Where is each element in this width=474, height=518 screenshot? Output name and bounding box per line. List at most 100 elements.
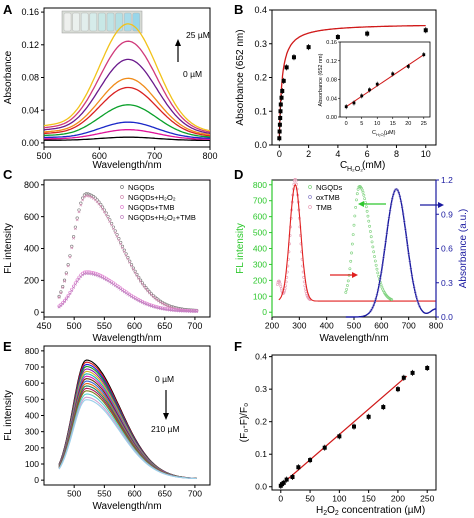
- x-tick-label: 650: [157, 321, 172, 331]
- y-right-tick-label: 0.0: [441, 312, 453, 322]
- data-point: [70, 289, 74, 293]
- data-point: [79, 201, 83, 205]
- oxtmb-point: [397, 191, 401, 194]
- oxtmb-point: [403, 220, 406, 223]
- data-point: [81, 196, 85, 200]
- data-point: [121, 246, 124, 250]
- x-tick-label: 250: [420, 494, 434, 504]
- oxtmb-point: [374, 297, 378, 301]
- panel-label: A: [3, 2, 13, 17]
- tmb-point: [294, 179, 298, 183]
- legend-entry: NGQDs: [316, 183, 343, 192]
- inset-x-axis-title-sub: H₂O₂: [376, 132, 386, 137]
- x-tick-label: 600: [127, 321, 142, 331]
- legend-marker: [120, 205, 124, 209]
- ngqds-point: [348, 267, 352, 271]
- oxtmb-point: [369, 310, 372, 313]
- data-point: [119, 287, 123, 291]
- data-point: [381, 405, 386, 410]
- data-point: [61, 286, 65, 290]
- inset-y-tick-label: 0.16: [326, 40, 337, 46]
- ngqds-point: [351, 233, 355, 237]
- data-point: [140, 301, 144, 305]
- data-point: [101, 207, 104, 211]
- y-tick-label: 0.12: [21, 40, 39, 50]
- x-axis-title-part: O: [327, 505, 335, 516]
- x-tick-label: 8: [394, 149, 399, 159]
- legend-marker: [120, 195, 124, 199]
- spectrum-line: [43, 23, 211, 132]
- oxtmb-point: [383, 248, 386, 251]
- data-point: [166, 303, 170, 307]
- data-point: [160, 301, 164, 305]
- ngqds-point: [377, 274, 381, 278]
- inset-x-axis-title: C: [372, 130, 376, 136]
- data-point: [135, 274, 139, 278]
- data-point: [365, 31, 370, 36]
- data-point: [83, 195, 86, 199]
- oxtmb-point: [387, 216, 391, 219]
- panel-e: E 500 550 600 650 700 0 100 200 300 400 500 600 700 80…: [3, 339, 211, 512]
- data-point: [90, 195, 94, 199]
- spectrum-line: [43, 40, 211, 133]
- y-tick-label: 0.0: [254, 140, 267, 150]
- oxtmb-absorbance-line: [345, 188, 437, 318]
- ngqds-point: [364, 205, 368, 209]
- fit-line: [280, 375, 408, 486]
- inset-x-tick-label: 5: [360, 121, 363, 127]
- data-point: [72, 286, 75, 289]
- data-point: [115, 234, 119, 238]
- y-right-axis-title: Absorbance (a.u.): [458, 209, 469, 289]
- data-point: [128, 261, 132, 264]
- inset-y-tick-label: 0.00: [326, 115, 337, 121]
- y-tick-label: 200: [25, 443, 39, 453]
- data-point: [119, 242, 123, 246]
- legend-entry: oxTMB: [316, 193, 340, 202]
- legend-marker: [308, 195, 312, 199]
- inset-x-tick-label: 0: [345, 121, 348, 127]
- data-point: [64, 297, 68, 301]
- data-point: [281, 78, 286, 83]
- oxtmb-point: [373, 301, 377, 304]
- oxtmb-point: [411, 280, 415, 283]
- data-point: [70, 246, 74, 250]
- data-point: [133, 297, 137, 301]
- data-point: [106, 279, 110, 283]
- data-point: [110, 281, 114, 285]
- plot-frame: [271, 354, 437, 491]
- ngqds-point: [346, 284, 349, 287]
- y-right-tick-label: 1.2: [441, 175, 453, 185]
- x-tick-label: 500: [67, 489, 81, 499]
- y-axis-title: Absorbance: [3, 50, 14, 104]
- data-point: [77, 277, 81, 281]
- y-tick-label: 300: [253, 259, 267, 269]
- x-tick-label: 600: [374, 321, 388, 331]
- oxtmb-point: [416, 299, 419, 302]
- oxtmb-point: [401, 212, 405, 216]
- data-point: [95, 198, 99, 202]
- y-tick-label: 0: [34, 307, 39, 317]
- y-tick-label: 0.0: [255, 482, 267, 492]
- inset-data-point: [406, 64, 410, 68]
- tmb-point: [294, 178, 297, 181]
- ngqds-point: [365, 209, 369, 213]
- panel-a: A 500 600 700 800 0.00 0.04 0.08 0.12 0.16 25 µM 0 …: [3, 2, 218, 171]
- ngqds-point: [373, 255, 376, 258]
- oxtmb-point: [396, 188, 399, 192]
- spectrum-line: [58, 399, 197, 480]
- oxtmb-point: [385, 232, 389, 235]
- tmb-point: [279, 284, 283, 288]
- data-point: [195, 310, 199, 314]
- data-point: [97, 274, 101, 278]
- data-point: [122, 290, 126, 294]
- data-point: [102, 277, 106, 281]
- y-tick-label: 0.1: [255, 449, 267, 459]
- data-point: [290, 474, 295, 479]
- data-point: [117, 286, 121, 290]
- data-point: [133, 271, 137, 274]
- annotation-high: 25 µM: [186, 30, 210, 40]
- data-point: [142, 301, 146, 305]
- data-point: [366, 414, 371, 419]
- x-tick-label: 0: [278, 494, 283, 504]
- vial: [80, 12, 89, 32]
